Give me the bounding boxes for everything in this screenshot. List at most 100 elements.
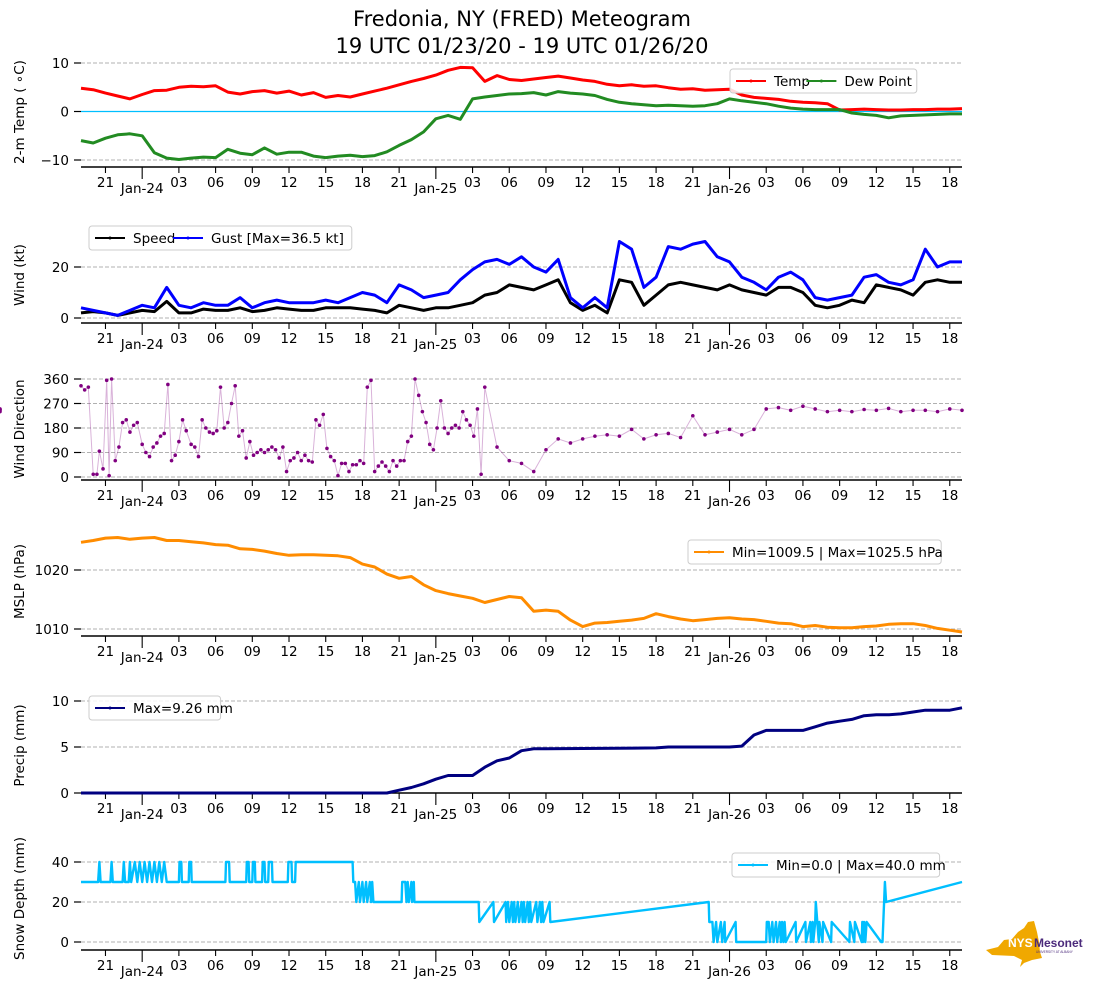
legend-marker [186, 236, 190, 240]
x-tick-label: 21 [684, 644, 701, 660]
y-tick-label: 20 [52, 895, 69, 911]
legend: Min=0.0 | Max=40.0 mm [731, 852, 946, 878]
x-tick-label: 09 [831, 958, 848, 974]
x-tick-label: 03 [170, 488, 187, 504]
wind-direction-point [325, 446, 329, 451]
x-major-tick-label: Jan-24 [120, 964, 164, 980]
x-tick-label: 15 [317, 175, 334, 191]
x-tick-label: 12 [868, 644, 885, 660]
x-tick-label: 21 [391, 801, 408, 817]
x-tick-label: 15 [317, 958, 334, 974]
x-tick-label: 03 [464, 644, 481, 660]
wind-direction-point [91, 472, 96, 477]
x-tick-label: 18 [941, 488, 958, 504]
wind-direction-point [277, 456, 282, 460]
wind-direction-point [284, 469, 289, 474]
x-tick-label: 12 [574, 958, 591, 974]
wind-direction-point [113, 458, 118, 463]
wind-direction-point [215, 428, 219, 433]
wind-direction-point [715, 430, 720, 434]
wind-direction-point [409, 434, 414, 438]
wind-direction-point [226, 420, 230, 425]
x-tick-label: 15 [611, 801, 628, 817]
wind-direction-point [144, 450, 148, 455]
x-tick-label: 03 [464, 958, 481, 974]
x-major-tick-label: Jan-26 [707, 181, 751, 197]
y-tick-label: 0 [60, 786, 69, 802]
wind-direction-point [391, 458, 395, 463]
wind-direction-point [237, 434, 241, 438]
wind-direction-point [218, 385, 223, 389]
legend-marker [819, 79, 823, 83]
x-major-tick-label: Jan-26 [707, 807, 751, 823]
x-major-tick-label: Jan-24 [120, 494, 164, 510]
wind-direction-point [911, 408, 915, 413]
x-tick-label: 18 [648, 644, 665, 660]
x-tick-label: 03 [758, 175, 775, 191]
x-major-tick-label: Jan-25 [413, 337, 457, 353]
legend-marker [749, 79, 753, 83]
wind-direction-point [402, 458, 406, 463]
wind-direction-point [104, 378, 109, 383]
y-tick-label: 1020 [35, 563, 69, 579]
legend-marker [707, 550, 711, 554]
wind-direction-point [365, 385, 370, 389]
panel-snow: 0 20 40 Snow Depth (mm) 21 03 06 09 12 15 18 21 03 06… [12, 837, 963, 980]
chart-title: Fredonia, NY (FRED) Meteogram 19 UTC 01/… [0, 6, 1044, 60]
x-tick-label: 06 [794, 644, 811, 660]
y-tick-label: 360 [43, 372, 69, 388]
series-line-snow [81, 860, 963, 944]
wind-direction-point [266, 447, 271, 452]
wind-direction-point [475, 407, 480, 411]
wind-direction-point [387, 469, 392, 474]
x-tick-label: 03 [758, 644, 775, 660]
series-line-mslp [80, 536, 963, 634]
series-line-speed [80, 278, 962, 317]
x-tick-label: 06 [794, 175, 811, 191]
y-tick-label: 1010 [35, 622, 69, 638]
x-tick-label: 15 [904, 958, 921, 974]
wind-direction-point [317, 423, 322, 428]
x-tick-label: 12 [574, 644, 591, 660]
x-tick-label: 12 [574, 488, 591, 504]
wind-direction-point [442, 426, 447, 430]
wind-direction-point [886, 406, 891, 411]
wind-direction-point [0, 407, 2, 411]
title-line-1: Fredonia, NY (FRED) Meteogram [353, 7, 691, 31]
wind-direction-point [416, 393, 421, 398]
wind-direction-point [211, 431, 215, 436]
x-major-tick-label: Jan-24 [120, 337, 164, 353]
wind-direction-connector [80, 378, 963, 478]
y-tick-label: 0 [60, 105, 69, 121]
x-major-tick-label: Jan-25 [413, 807, 457, 823]
wind-direction-point [262, 450, 267, 455]
wind-direction-point [776, 405, 781, 410]
x-tick-label: 12 [868, 958, 885, 974]
wind-direction-point [200, 418, 204, 422]
x-tick-label: 06 [207, 175, 224, 191]
y-axis-label: Snow Depth (mm) [12, 837, 28, 960]
wind-direction-point [398, 458, 403, 463]
y-tick-label: 20 [52, 260, 69, 276]
wind-direction-point [405, 439, 410, 444]
wind-direction-point [593, 434, 597, 438]
x-tick-label: 15 [611, 488, 628, 504]
x-tick-label: 12 [280, 801, 297, 817]
panel-precip: 0 5 10 Precip (mm) 21 03 06 09 12 15 18 21 03 06 09 12 1… [12, 694, 963, 823]
x-tick-label: 09 [537, 958, 554, 974]
x-tick-label: 18 [354, 331, 371, 347]
wind-direction-point [580, 437, 585, 441]
x-tick-label: 12 [280, 175, 297, 191]
wind-direction-point [336, 473, 340, 478]
x-tick-label: 06 [207, 488, 224, 504]
x-tick-label: 21 [684, 801, 701, 817]
x-tick-label: 12 [868, 488, 885, 504]
wind-direction-point [813, 407, 817, 411]
series-line-precip [81, 706, 963, 795]
x-tick-label: 21 [391, 644, 408, 660]
x-major-tick-label: Jan-25 [413, 494, 457, 510]
y-tick-label: 10 [52, 56, 69, 72]
x-tick-label: 06 [207, 331, 224, 347]
x-tick-label: 18 [941, 958, 958, 974]
